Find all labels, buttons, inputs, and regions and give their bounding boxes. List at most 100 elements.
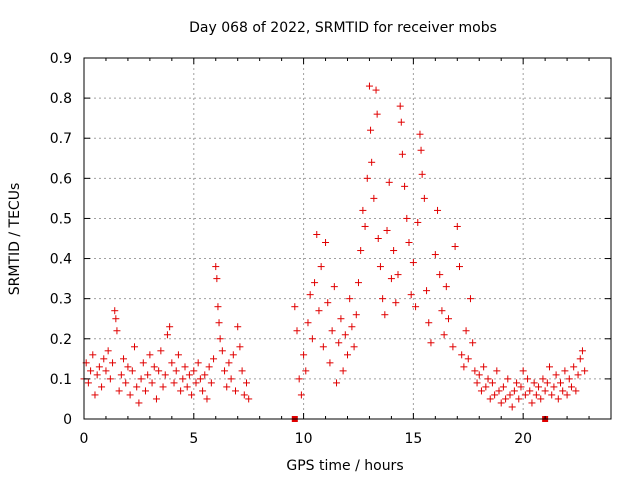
x-tick-label: 0 [80,431,89,447]
data-point [401,182,409,190]
data-point [139,359,147,367]
data-point [445,315,453,323]
data-point [111,307,119,315]
data-point [87,367,95,375]
data-point [436,271,444,279]
data-point [570,363,578,371]
data-point [190,367,198,375]
data-point [460,363,468,371]
data-point [115,387,123,395]
data-point [473,379,481,387]
data-point [308,335,316,343]
data-point [297,391,305,399]
data-point [124,363,132,371]
data-points [80,82,589,422]
data-point [330,283,338,291]
data-point [453,222,461,230]
data-point [394,271,402,279]
data-point [379,295,387,303]
data-point [438,307,446,315]
data-point [434,206,442,214]
y-tick-label: 0.4 [50,252,72,268]
data-point [385,178,393,186]
data-point [240,391,248,399]
data-point [537,395,545,403]
data-point [546,363,554,371]
data-point [561,367,569,375]
data-point [135,399,143,407]
data-point [497,399,505,407]
data-point [427,339,435,347]
data-point [464,355,472,363]
data-point [216,335,224,343]
data-point [502,395,510,403]
data-point [227,375,235,383]
axis-ticks: 0 0.1 0.2 0.3 0.4 0.5 0.6 0.7 0.8 0.9 0 5 10 15 20 [50,51,612,447]
data-point [535,383,543,391]
data-point [291,303,299,311]
data-point [223,383,231,391]
data-point [363,174,371,182]
data-point [440,331,448,339]
plot-frame [83,57,612,420]
y-tick-label: 0.5 [50,211,72,227]
data-point [242,379,250,387]
data-point [528,399,536,407]
data-point [335,339,343,347]
data-point [109,359,117,367]
data-point [95,363,103,371]
data-point [183,383,191,391]
data-point [510,387,518,395]
data-point [172,367,180,375]
data-point [348,323,356,331]
data-point [488,379,496,387]
data-point [300,351,308,359]
data-point [420,194,428,202]
data-point [455,263,463,271]
data-point [221,367,229,375]
data-point [574,371,582,379]
data-point [469,339,477,347]
data-point [144,371,152,379]
data-point [166,323,174,331]
data-point [576,355,584,363]
data-point [168,359,176,367]
data-point [372,86,380,94]
data-point [333,379,341,387]
data-point [519,367,527,375]
data-point [357,247,365,255]
data-point [373,110,381,118]
y-axis-label: SRMTID / TECUs [7,183,23,296]
data-point [322,239,330,247]
x-tick-label: 15 [404,431,422,447]
data-point [161,371,169,379]
data-point [392,299,400,307]
data-point [174,351,182,359]
data-point [104,347,112,355]
data-point [229,351,237,359]
data-point [350,343,358,351]
data-point [324,299,332,307]
data-point [417,146,425,154]
data-point [504,375,512,383]
data-point [218,347,226,355]
data-point [179,375,187,383]
x-tick-label: 10 [295,431,313,447]
data-point [475,371,483,379]
data-point [572,387,580,395]
data-point [374,235,382,242]
data-point [293,327,301,335]
data-point [102,367,110,375]
data-point [91,391,99,399]
data-point [513,379,521,387]
data-point [236,343,244,351]
x-tick-label: 20 [514,431,532,447]
data-point [98,383,106,391]
data-point [315,307,323,315]
data-point [462,327,470,335]
data-point [407,291,415,299]
data-point [133,383,141,391]
data-point [491,391,499,399]
data-point [302,367,310,375]
data-point [89,351,97,359]
